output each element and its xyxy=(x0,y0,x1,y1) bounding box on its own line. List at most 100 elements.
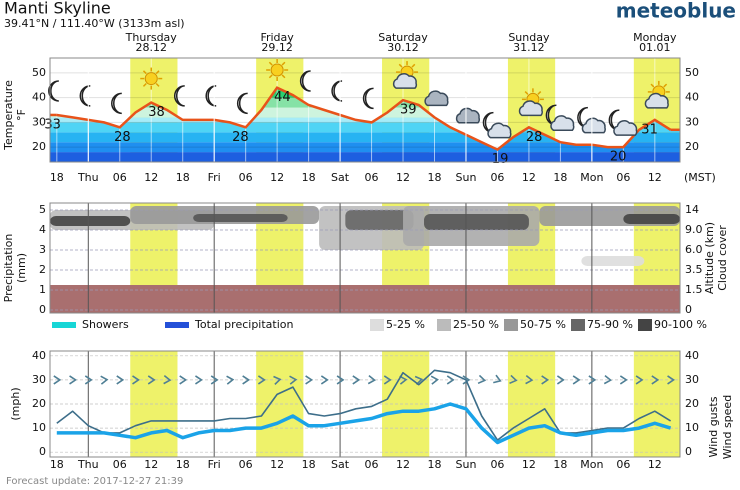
x-tick-label: 06 xyxy=(113,458,127,471)
y2-tick-label: 20 xyxy=(685,140,699,153)
y-tick-label: 20 xyxy=(32,397,46,410)
y2-tick-label: 0 xyxy=(685,303,692,316)
plot-frame xyxy=(49,57,681,163)
wind-direction xyxy=(588,375,597,385)
weather-symbol xyxy=(455,107,480,124)
y2-tick-label: 14 xyxy=(685,203,699,216)
cloud-cover xyxy=(50,216,131,226)
plot-frame xyxy=(49,202,681,314)
cover-label: 75-90 % xyxy=(587,318,633,331)
cloud-cover xyxy=(581,256,645,266)
sun-ray xyxy=(524,91,529,95)
axis-label: Altitude (km) xyxy=(703,222,716,294)
wind-direction xyxy=(242,375,251,385)
temperature-label: 20 xyxy=(610,150,627,165)
sun xyxy=(270,63,284,77)
x-tick-label: 12 xyxy=(648,458,662,471)
day-name: Friday xyxy=(260,31,294,44)
x-tick-label: 18 xyxy=(176,458,190,471)
axis-label: (mph) xyxy=(9,387,22,420)
temperature-band xyxy=(50,132,680,143)
x-tick-label: Fri xyxy=(208,171,221,184)
x-tick-label: 12 xyxy=(270,458,284,471)
temperature-label: 38 xyxy=(148,105,165,120)
location-title: Manti Skyline xyxy=(4,0,111,18)
wind-direction xyxy=(541,375,550,385)
y-tick-label: 3 xyxy=(39,243,46,256)
y-tick-label: 2 xyxy=(39,263,46,276)
legend-label: Total precipitation xyxy=(194,318,294,331)
x-tick-label: 12 xyxy=(522,458,536,471)
cloud xyxy=(455,107,480,124)
weather-symbol xyxy=(518,88,544,117)
moon xyxy=(362,87,374,110)
legend-swatch xyxy=(52,322,76,328)
y2-tick-label: 6.0 xyxy=(685,243,703,256)
temperature-label: 28 xyxy=(232,130,249,145)
y2-tick-label: 10 xyxy=(685,421,699,434)
x-tick-label: 18 xyxy=(428,171,442,184)
time-zone: (MST) xyxy=(684,171,716,184)
weather-symbol xyxy=(205,85,217,107)
wind-direction xyxy=(53,375,62,385)
x-tick-label: 12 xyxy=(144,458,158,471)
wind-direction xyxy=(509,374,518,385)
sun xyxy=(144,72,158,86)
weather-symbol xyxy=(140,67,163,90)
weather-symbol xyxy=(111,92,122,115)
wind-direction xyxy=(367,375,376,385)
y2-tick-label: 0 xyxy=(685,445,692,458)
weather-symbol xyxy=(236,92,248,115)
forecast-update: Forecast update: 2017-12-27 21:39 xyxy=(6,476,183,487)
cover-swatch xyxy=(504,319,518,331)
wind-direction xyxy=(603,375,613,385)
sun-ray xyxy=(398,63,403,68)
weather-symbol xyxy=(424,90,449,107)
cloud xyxy=(392,73,418,89)
y-tick-label: 0 xyxy=(39,303,46,316)
wind-direction xyxy=(320,375,329,385)
x-tick-label: 12 xyxy=(396,458,410,471)
sun-ray xyxy=(268,61,273,66)
cloud xyxy=(613,120,638,136)
weather-symbol xyxy=(173,85,185,107)
cover-swatch xyxy=(370,319,384,331)
x-tick-label: Mon xyxy=(580,171,603,184)
axis-label: Temperature xyxy=(2,80,15,151)
x-tick-label: 12 xyxy=(270,171,284,184)
cover-label: 5-25 % xyxy=(386,318,425,331)
wind-direction xyxy=(525,375,534,385)
x-tick-label: 06 xyxy=(616,458,630,471)
wind-direction xyxy=(572,375,581,385)
day-name: Monday xyxy=(633,31,677,44)
y2-tick-label: 30 xyxy=(685,115,699,128)
wind-direction xyxy=(273,375,282,385)
moon xyxy=(331,80,343,102)
moon xyxy=(173,85,185,107)
brand: meteoblue xyxy=(616,0,736,23)
day-name: Saturday xyxy=(378,31,428,44)
day-date: 01.01 xyxy=(639,41,671,54)
wind-direction xyxy=(179,375,188,385)
moon xyxy=(299,70,311,92)
wind-direction xyxy=(446,375,455,385)
x-tick-label: 18 xyxy=(50,171,64,184)
y-tick-label: 20 xyxy=(32,140,46,153)
y2-tick-label: 50 xyxy=(685,66,699,79)
axis-label: °F xyxy=(15,109,28,121)
sun-ray xyxy=(537,91,542,95)
wind-direction xyxy=(116,375,125,385)
legend-label: Wind gusts xyxy=(707,396,720,457)
wind-direction xyxy=(84,375,93,385)
wind-direction xyxy=(336,375,345,385)
weather-symbol xyxy=(362,87,374,110)
x-tick-label: 18 xyxy=(302,171,316,184)
y2-tick-label: 1.5 xyxy=(685,283,703,296)
x-tick-label: 18 xyxy=(553,458,567,471)
sun-ray xyxy=(155,70,160,75)
x-tick-label: 18 xyxy=(302,458,316,471)
temperature-label: 28 xyxy=(114,130,131,145)
sun-ray xyxy=(663,83,668,88)
wind-direction xyxy=(352,375,361,385)
